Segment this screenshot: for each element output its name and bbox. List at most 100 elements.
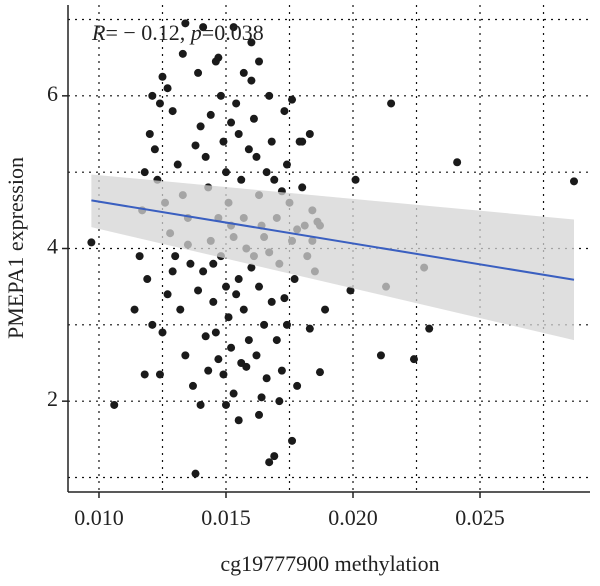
point <box>252 152 261 161</box>
point <box>148 320 157 329</box>
point <box>155 370 164 379</box>
point <box>171 252 180 261</box>
point <box>255 282 264 291</box>
point <box>249 114 258 123</box>
point <box>221 168 230 177</box>
regression-line <box>91 199 575 281</box>
y-tick-label: 4 <box>47 234 58 259</box>
point <box>224 313 233 322</box>
point <box>255 57 264 66</box>
point <box>569 177 578 186</box>
confidence-band <box>91 174 574 341</box>
point <box>206 110 215 119</box>
point <box>221 282 230 291</box>
point <box>178 49 187 58</box>
point <box>194 68 203 77</box>
point <box>288 95 297 104</box>
point <box>163 84 172 93</box>
point <box>148 91 157 100</box>
point <box>196 122 205 131</box>
point <box>280 294 289 303</box>
point <box>234 130 243 139</box>
r-value: = − 0.12, <box>105 20 190 45</box>
point <box>280 107 289 116</box>
point <box>387 99 396 108</box>
point <box>87 238 96 247</box>
point <box>265 458 274 467</box>
point <box>293 381 302 390</box>
point <box>201 152 210 161</box>
p-label: p <box>189 20 202 45</box>
point <box>290 275 299 284</box>
point <box>376 351 385 360</box>
point <box>252 351 261 360</box>
point <box>199 23 208 32</box>
y-tick-label: 2 <box>47 386 58 411</box>
point <box>229 389 238 398</box>
point <box>140 370 149 379</box>
point <box>265 91 274 100</box>
point <box>211 328 220 337</box>
point <box>282 320 291 329</box>
point <box>209 297 218 306</box>
point <box>209 259 218 268</box>
point <box>282 160 291 169</box>
point <box>453 158 462 167</box>
point <box>234 275 243 284</box>
point <box>277 366 286 375</box>
point <box>242 362 251 371</box>
point <box>143 275 152 284</box>
x-axis-title: cg19777900 methylation <box>220 551 439 576</box>
point <box>255 410 264 419</box>
point <box>244 145 253 154</box>
point <box>110 400 119 409</box>
point <box>247 263 256 272</box>
point <box>214 355 223 364</box>
point <box>227 343 236 352</box>
point <box>135 252 144 261</box>
annotation: R= − 0.12, p=0.038 <box>91 20 264 45</box>
point <box>211 57 220 66</box>
point <box>305 130 314 139</box>
point <box>191 469 200 478</box>
point <box>351 175 360 184</box>
y-axis-title: PMEPA1 expression <box>3 157 28 339</box>
point <box>176 305 185 314</box>
point <box>321 305 330 314</box>
x-tick-label: 0.020 <box>328 505 378 530</box>
point <box>239 305 248 314</box>
point <box>181 19 190 28</box>
point <box>227 118 236 127</box>
point <box>260 320 269 329</box>
point <box>163 290 172 299</box>
point <box>219 137 228 146</box>
point <box>232 290 241 299</box>
point <box>237 175 246 184</box>
point <box>168 267 177 276</box>
point <box>221 400 230 409</box>
r-label: R <box>91 20 106 45</box>
point <box>191 141 200 150</box>
point <box>234 416 243 425</box>
point <box>425 324 434 333</box>
point <box>229 23 238 32</box>
point <box>270 175 279 184</box>
point <box>346 286 355 295</box>
point <box>262 374 271 383</box>
point <box>409 355 418 364</box>
point <box>270 452 279 461</box>
point <box>272 336 281 345</box>
point <box>239 68 248 77</box>
x-tick-label: 0.025 <box>455 505 505 530</box>
y-tick-label: 6 <box>47 81 58 106</box>
point <box>232 99 241 108</box>
point <box>194 286 203 295</box>
point <box>181 351 190 360</box>
point <box>298 183 307 192</box>
point <box>204 366 213 375</box>
point <box>275 397 284 406</box>
point <box>173 160 182 169</box>
point <box>158 72 167 81</box>
